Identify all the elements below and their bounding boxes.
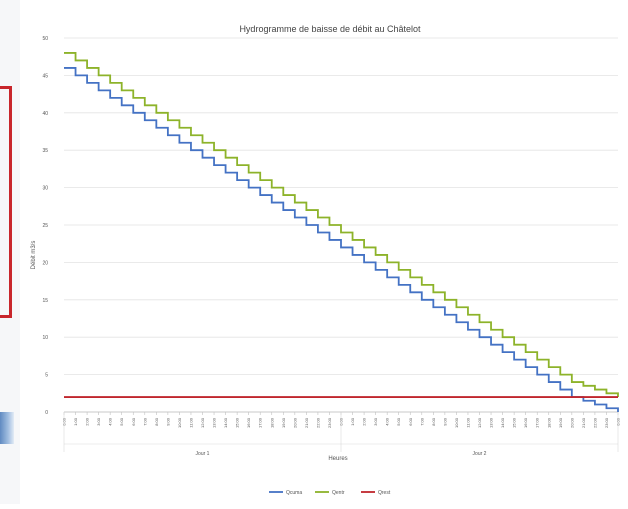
x-tick-label: 9:00 (165, 417, 170, 426)
x-tick-label: 10:00 (454, 417, 459, 428)
x-group-label: Jour 2 (473, 451, 487, 457)
x-tick-label: 22:00 (315, 417, 320, 428)
x-tick-label: 14:00 (500, 417, 505, 428)
x-tick-label: 19:00 (558, 417, 563, 428)
series-line-qentr (64, 52, 619, 398)
x-group-label: Jour 1 (196, 451, 210, 457)
x-tick-label: 12:00 (477, 417, 482, 428)
side-logo-graphic (0, 412, 14, 444)
x-tick-label: 11:00 (465, 417, 470, 427)
x-tick-label: 19:00 (281, 417, 286, 428)
y-tick-label: 10 (42, 335, 48, 341)
legend-label: Qentr (332, 490, 345, 496)
x-tick-label: 5:00 (396, 417, 401, 426)
y-tick-label: 25 (42, 223, 48, 229)
legend-label: Qcuma (286, 490, 302, 496)
x-tick-label: 1:00 (350, 417, 355, 426)
x-tick-label: 6:00 (131, 417, 136, 426)
y-tick-label: 45 (42, 73, 48, 79)
x-tick-label: 17:00 (535, 417, 540, 428)
x-tick-label: 9:00 (442, 417, 447, 426)
x-tick-label: 1:00 (73, 417, 78, 426)
y-tick-label: 15 (42, 298, 48, 304)
legend-label: Qrest (378, 490, 391, 496)
x-tick-label: 5:00 (119, 417, 124, 426)
x-tick-label: 2:00 (362, 417, 367, 426)
legend: Qcuma Qentr Qrest (269, 490, 391, 496)
x-tick-label: 23:00 (604, 417, 609, 428)
x-tick-label: 15:00 (235, 417, 240, 428)
x-tick-label: 8:00 (154, 417, 159, 426)
x-tick-label: 4:00 (108, 417, 113, 426)
y-tick-label: 35 (42, 148, 48, 154)
x-tick-label: 10:00 (177, 417, 182, 428)
x-tick-label: 16:00 (523, 417, 528, 428)
series-line-qcuma (64, 67, 619, 412)
y-tick-label: 50 (42, 36, 48, 42)
x-tick-label: 8:00 (431, 417, 436, 426)
x-tick-label: 3:00 (96, 417, 101, 426)
x-tick-label: 21:00 (304, 417, 309, 428)
x-tick-label: 21:00 (581, 417, 586, 428)
y-tick-label: 40 (42, 111, 48, 117)
x-tick-label: 18:00 (269, 417, 274, 428)
x-tick-label: 2:00 (85, 417, 90, 426)
x-tick-label: 13:00 (212, 417, 217, 428)
y-tick-label: 20 (42, 260, 48, 266)
x-tick-label: 6:00 (408, 417, 413, 426)
x-tick-label: 13:00 (489, 417, 494, 428)
y-tick-label: 5 (45, 373, 48, 379)
x-tick-label: 7:00 (419, 417, 424, 426)
x-axis-label: Heures (328, 456, 347, 462)
x-tick-label: 14:00 (223, 417, 228, 428)
y-axis-label: Débit m3/s (31, 241, 37, 270)
x-tick-label: 20:00 (569, 417, 574, 428)
x-tick-label: 22:00 (592, 417, 597, 428)
chart-title: Hydrogramme de baisse de débit au Châtel… (239, 24, 421, 34)
series-lines (64, 52, 619, 412)
x-tick-label: 3:00 (373, 417, 378, 426)
chart-container: 0 5 10 15 20 25 30 35 40 45 50 0:00 1:00 2:00 3:00 4:00… (20, 0, 628, 504)
x-tick-label: 20:00 (292, 417, 297, 428)
x-tick-label: 17:00 (258, 417, 263, 428)
x-tick-label: 11:00 (188, 417, 193, 427)
x-tick-label: 12:00 (200, 417, 205, 428)
x-tick-label: 7:00 (142, 417, 147, 426)
x-tick-label: 18:00 (546, 417, 551, 428)
y-tick-label: 30 (42, 186, 48, 192)
x-tick-label: 16:00 (246, 417, 251, 428)
x-tick-label: 15:00 (512, 417, 517, 428)
selection-bracket (0, 86, 12, 318)
x-tick-label: 23:00 (327, 417, 332, 428)
y-tick-label: 0 (45, 410, 48, 416)
x-tick-label: 4:00 (385, 417, 390, 426)
